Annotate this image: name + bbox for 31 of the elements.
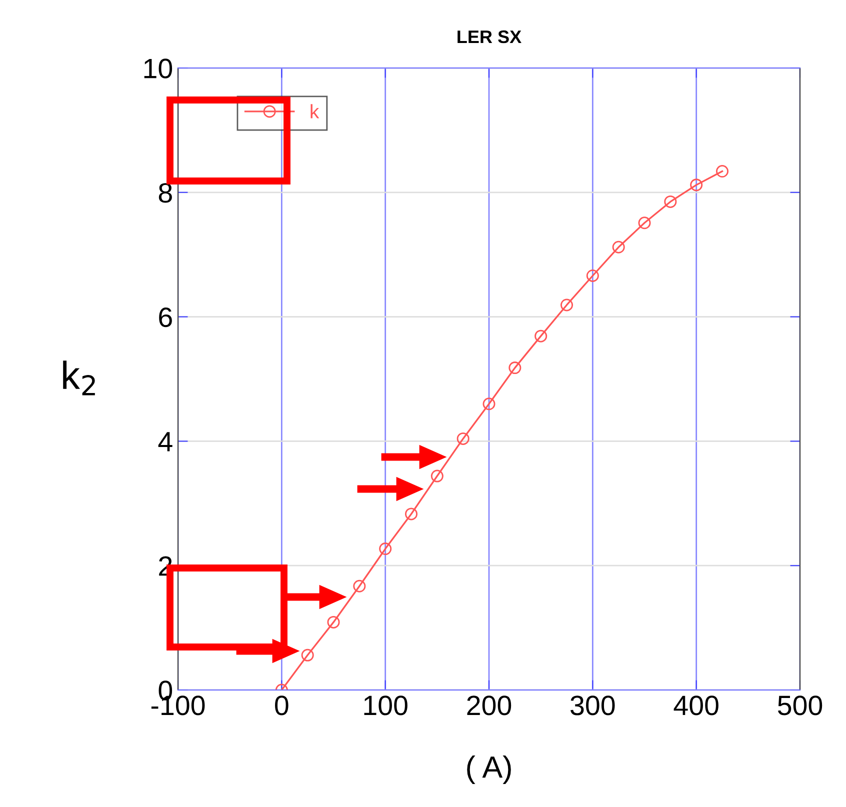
y-tick-label: 10: [144, 58, 172, 78]
y-tick-label: 4: [158, 432, 172, 452]
point: [534, 330, 548, 342]
x-tick-label: 0: [275, 696, 288, 716]
point: [301, 648, 314, 662]
x-tick-label: 100: [364, 696, 408, 716]
point: [430, 470, 444, 482]
point: [586, 270, 599, 282]
point: [638, 216, 651, 230]
x-tick-label: 500: [778, 696, 822, 716]
point: [664, 195, 677, 208]
point: [690, 178, 703, 192]
point: [405, 508, 418, 520]
point: [612, 240, 625, 254]
x-axis-title: ( A): [467, 755, 511, 784]
point: [508, 362, 522, 374]
point: [327, 616, 340, 628]
legend-label: k: [310, 104, 320, 118]
point: [716, 165, 728, 178]
point: [353, 580, 366, 592]
x-tick-label: 200: [467, 696, 512, 716]
x-tick-label: 300: [570, 696, 615, 716]
point: [560, 298, 573, 312]
point: [456, 432, 470, 445]
chart-title: LER SX: [458, 30, 522, 44]
point: [482, 398, 496, 410]
y-tick-label: 8: [158, 183, 172, 203]
y-tick-label: 6: [159, 307, 172, 328]
x-tick-label: 400: [674, 696, 718, 716]
point: [379, 542, 392, 556]
y-axis-title: k$_{2}$: [63, 360, 95, 396]
